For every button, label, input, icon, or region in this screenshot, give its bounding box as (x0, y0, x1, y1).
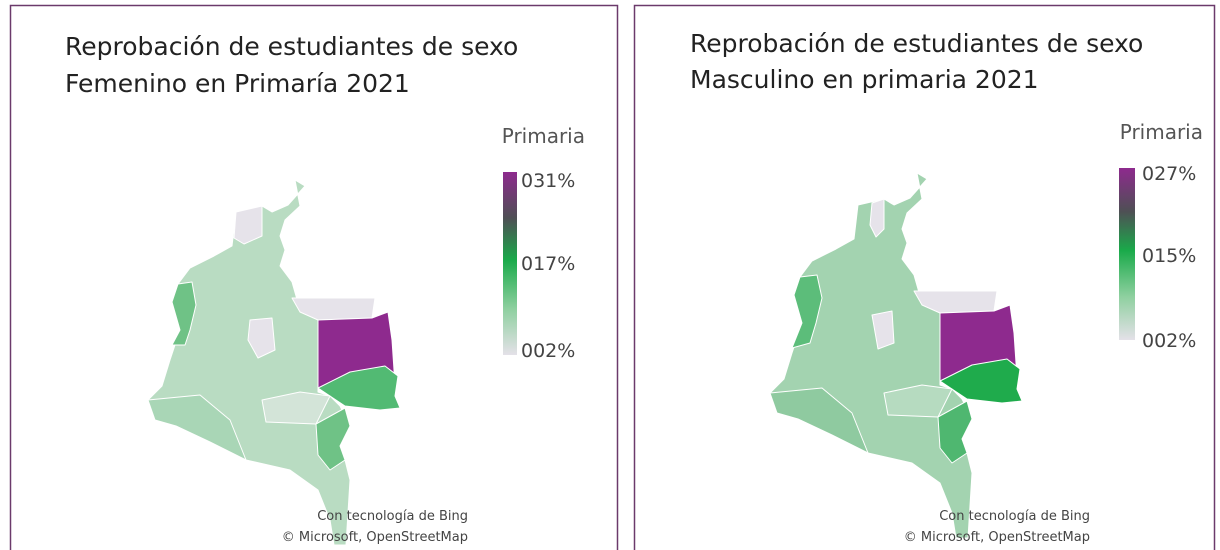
map (769, 172, 1029, 539)
region (791, 274, 823, 349)
map-title: Reprobación de estudiantes de sexo (690, 29, 1143, 58)
region (147, 394, 247, 461)
attribution: Con tecnología de Bing (939, 509, 1090, 524)
region (937, 400, 973, 464)
region (769, 387, 869, 454)
region (171, 281, 197, 346)
region (247, 317, 276, 359)
map-title: Masculino en primaria 2021 (690, 65, 1039, 94)
map-title: Femenino en Primaría 2021 (65, 69, 410, 98)
legend-label: 002% (1142, 330, 1196, 352)
map (147, 179, 407, 546)
region (233, 205, 263, 245)
map-title: Reprobación de estudiantes de sexo (65, 32, 518, 61)
attribution: © Microsoft, OpenStreetMap (904, 530, 1090, 545)
region (883, 384, 953, 418)
region (869, 198, 885, 238)
legend-bar (1119, 168, 1135, 340)
region (317, 365, 407, 423)
region (871, 310, 895, 350)
panel-left: Reprobación de estudiantes de sexo Femen… (9, 4, 619, 550)
legend-label: 027% (1142, 163, 1196, 185)
attribution: Con tecnología de Bing (317, 509, 468, 524)
region (261, 391, 331, 425)
legend-label: 031% (521, 170, 575, 192)
region (939, 358, 1029, 416)
legend-bar (503, 172, 517, 355)
panel-right: Reprobación de estudiantes de sexo Mascu… (633, 4, 1216, 550)
attribution: © Microsoft, OpenStreetMap (282, 530, 468, 545)
region (769, 172, 973, 539)
region (147, 179, 351, 546)
legend-label: 017% (521, 253, 575, 275)
legend-title: Primaria (502, 124, 585, 148)
region (315, 407, 351, 471)
legend-label: 015% (1142, 245, 1196, 267)
legend-title: Primaria (1120, 120, 1203, 144)
legend-label: 002% (521, 340, 575, 362)
